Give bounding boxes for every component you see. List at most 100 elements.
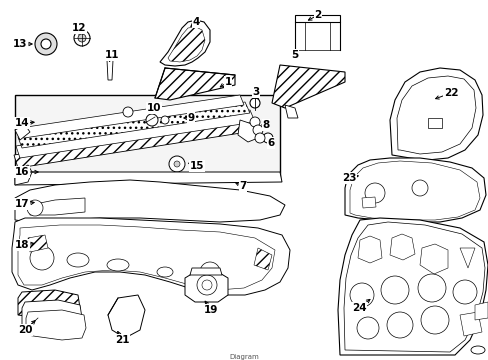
- Circle shape: [202, 280, 212, 290]
- Text: 6: 6: [267, 138, 274, 148]
- Circle shape: [105, 50, 115, 60]
- Polygon shape: [15, 172, 282, 185]
- Circle shape: [200, 262, 220, 282]
- Polygon shape: [419, 244, 447, 274]
- Circle shape: [386, 312, 412, 338]
- Polygon shape: [16, 110, 254, 158]
- Circle shape: [263, 133, 272, 143]
- Circle shape: [356, 317, 378, 339]
- Polygon shape: [15, 165, 32, 185]
- Circle shape: [197, 275, 217, 295]
- Circle shape: [364, 183, 384, 203]
- Text: 11: 11: [104, 50, 119, 60]
- Text: 1: 1: [224, 77, 231, 87]
- Polygon shape: [168, 27, 204, 62]
- Circle shape: [35, 33, 57, 55]
- Polygon shape: [26, 310, 86, 340]
- Polygon shape: [285, 105, 297, 118]
- Polygon shape: [30, 198, 85, 215]
- Text: 3: 3: [252, 87, 259, 97]
- Polygon shape: [18, 290, 80, 320]
- Polygon shape: [28, 235, 48, 252]
- Circle shape: [78, 34, 86, 42]
- Polygon shape: [155, 68, 235, 100]
- Polygon shape: [15, 125, 30, 140]
- Ellipse shape: [67, 253, 89, 267]
- Circle shape: [252, 125, 263, 135]
- Polygon shape: [18, 102, 249, 148]
- Text: 13: 13: [13, 39, 27, 49]
- Polygon shape: [343, 222, 484, 352]
- Text: Diagram: Diagram: [229, 354, 258, 360]
- Text: 14: 14: [15, 118, 29, 128]
- Circle shape: [74, 30, 90, 46]
- Polygon shape: [459, 248, 474, 268]
- Text: 20: 20: [18, 325, 32, 335]
- Polygon shape: [389, 68, 482, 160]
- Polygon shape: [361, 197, 375, 208]
- Text: 16: 16: [15, 167, 29, 177]
- Text: 17: 17: [15, 199, 29, 209]
- Polygon shape: [337, 218, 487, 355]
- Circle shape: [41, 39, 51, 49]
- Ellipse shape: [470, 346, 484, 354]
- Circle shape: [146, 114, 158, 126]
- Polygon shape: [160, 20, 209, 66]
- Circle shape: [349, 283, 373, 307]
- Text: 10: 10: [146, 103, 161, 113]
- Polygon shape: [18, 225, 274, 290]
- Text: 7: 7: [239, 181, 246, 191]
- Polygon shape: [190, 268, 222, 275]
- Text: 12: 12: [72, 23, 86, 33]
- Polygon shape: [427, 118, 441, 128]
- Circle shape: [417, 274, 445, 302]
- Circle shape: [30, 246, 54, 270]
- Circle shape: [249, 98, 260, 108]
- Polygon shape: [474, 302, 487, 320]
- Polygon shape: [349, 161, 479, 220]
- Polygon shape: [459, 312, 481, 336]
- Polygon shape: [20, 95, 244, 138]
- Circle shape: [420, 306, 448, 334]
- Text: 5: 5: [291, 50, 298, 60]
- Polygon shape: [294, 15, 339, 22]
- Text: 4: 4: [192, 17, 199, 27]
- Text: 2: 2: [314, 10, 321, 20]
- Circle shape: [411, 180, 427, 196]
- Polygon shape: [12, 218, 289, 295]
- Polygon shape: [14, 118, 260, 168]
- Polygon shape: [396, 76, 475, 154]
- Polygon shape: [15, 180, 285, 222]
- Circle shape: [452, 280, 476, 304]
- Circle shape: [254, 133, 264, 143]
- Polygon shape: [238, 120, 258, 142]
- Text: 21: 21: [115, 335, 129, 345]
- Polygon shape: [184, 272, 227, 302]
- Text: 19: 19: [203, 305, 218, 315]
- Ellipse shape: [157, 267, 173, 277]
- FancyBboxPatch shape: [15, 95, 280, 180]
- Polygon shape: [253, 248, 271, 270]
- Polygon shape: [22, 300, 82, 330]
- Text: 9: 9: [187, 113, 194, 123]
- Ellipse shape: [107, 259, 129, 271]
- Polygon shape: [108, 295, 145, 338]
- Text: 8: 8: [262, 120, 269, 130]
- Polygon shape: [107, 60, 113, 80]
- Polygon shape: [357, 236, 381, 263]
- Text: 23: 23: [341, 173, 356, 183]
- Text: 22: 22: [443, 88, 457, 98]
- Circle shape: [169, 156, 184, 172]
- Text: 15: 15: [189, 161, 204, 171]
- Circle shape: [380, 276, 408, 304]
- Text: 24: 24: [351, 303, 366, 313]
- Polygon shape: [389, 234, 414, 260]
- Circle shape: [123, 107, 133, 117]
- Circle shape: [174, 161, 180, 167]
- Circle shape: [249, 117, 260, 127]
- Circle shape: [161, 116, 169, 124]
- Polygon shape: [345, 158, 485, 222]
- Circle shape: [27, 200, 43, 216]
- Text: 18: 18: [15, 240, 29, 250]
- Polygon shape: [271, 65, 345, 108]
